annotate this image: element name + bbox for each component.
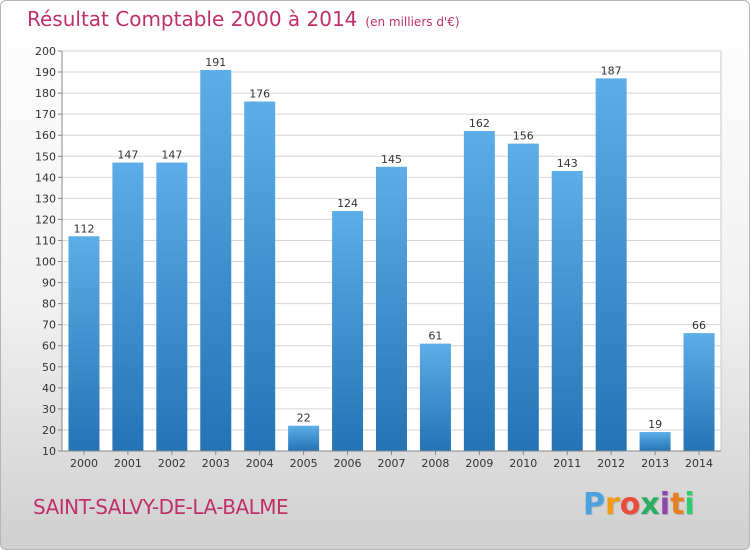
bar-value-label: 66	[692, 319, 706, 332]
bar	[200, 69, 232, 452]
bar	[683, 333, 715, 451]
bar-value-label: 176	[249, 88, 270, 101]
commune-name: SAINT-SALVY-DE-LA-BALME	[33, 495, 289, 519]
logo-letter: r	[605, 487, 620, 522]
x-tick-label: 2003	[202, 457, 230, 470]
y-tick-label: 60	[42, 340, 56, 353]
logo-letter: o	[619, 487, 641, 522]
x-tick-label: 2006	[334, 457, 362, 470]
y-tick-label: 40	[42, 382, 56, 395]
logo-letter: i	[659, 487, 671, 522]
bar-value-label: 162	[469, 117, 490, 130]
bar-value-label: 22	[297, 412, 311, 425]
bar-value-label: 112	[73, 222, 94, 235]
bar	[376, 166, 407, 451]
bar	[112, 162, 144, 451]
bar	[595, 78, 627, 452]
bar	[507, 143, 539, 451]
bar	[419, 343, 451, 451]
y-tick-label: 150	[35, 150, 56, 163]
y-tick-label: 10	[42, 445, 56, 458]
x-tick-label: 2011	[553, 457, 581, 470]
bar-value-label: 147	[117, 149, 138, 162]
y-tick-label: 190	[35, 66, 56, 79]
chart-title: Résultat Comptable 2000 à 2014 (en millie…	[27, 7, 460, 31]
x-tick-label: 2008	[421, 457, 449, 470]
bar-value-label: 61	[428, 330, 442, 343]
bar	[244, 101, 276, 452]
x-tick-label: 2005	[290, 457, 318, 470]
y-tick-label: 90	[42, 277, 56, 290]
bar-value-label: 156	[513, 130, 534, 143]
x-tick-label: 2012	[597, 457, 625, 470]
bar	[156, 162, 188, 451]
bar-value-label: 147	[161, 149, 182, 162]
x-tick-label: 2000	[70, 457, 98, 470]
y-tick-label: 160	[35, 129, 56, 142]
x-tick-label: 2002	[158, 457, 186, 470]
x-tick-label: 2004	[246, 457, 274, 470]
bar	[639, 432, 671, 451]
x-tick-label: 2013	[641, 457, 669, 470]
logo-letter: i	[684, 487, 695, 522]
y-tick-label: 140	[35, 171, 56, 184]
bar	[68, 236, 100, 451]
bar-value-label: 124	[337, 197, 358, 210]
y-tick-label: 170	[35, 108, 56, 121]
bar-value-label: 187	[601, 64, 622, 77]
logo-letter: x	[640, 487, 660, 522]
x-tick-label: 2010	[509, 457, 537, 470]
y-tick-label: 180	[35, 87, 56, 100]
bar	[551, 171, 583, 451]
logo-letter: t	[670, 487, 685, 522]
bar-value-label: 191	[205, 56, 226, 69]
x-tick-label: 2014	[685, 457, 713, 470]
bar-value-label: 145	[381, 153, 402, 166]
bar	[332, 211, 364, 451]
chart-title-text: Résultat Comptable 2000 à 2014	[27, 7, 358, 31]
y-tick-label: 120	[35, 213, 56, 226]
x-tick-label: 2001	[114, 457, 142, 470]
x-tick-label: 2007	[378, 457, 406, 470]
bar	[463, 131, 495, 451]
y-tick-label: 50	[42, 361, 56, 374]
x-tick-label: 2009	[465, 457, 493, 470]
y-tick-label: 80	[42, 298, 56, 311]
y-tick-label: 20	[42, 424, 56, 437]
logo-letter: P	[583, 487, 605, 522]
y-tick-label: 100	[35, 256, 56, 269]
y-tick-label: 110	[35, 234, 56, 247]
bar	[288, 425, 320, 451]
bar-value-label: 19	[648, 418, 662, 431]
chart-unit: (en milliers d'€)	[365, 15, 460, 29]
y-tick-label: 30	[42, 403, 56, 416]
y-tick-label: 130	[35, 192, 56, 205]
y-tick-label: 70	[42, 319, 56, 332]
y-tick-label: 200	[35, 45, 56, 58]
bar-value-label: 143	[557, 157, 578, 170]
proxiti-logo: Proxiti	[583, 487, 695, 522]
